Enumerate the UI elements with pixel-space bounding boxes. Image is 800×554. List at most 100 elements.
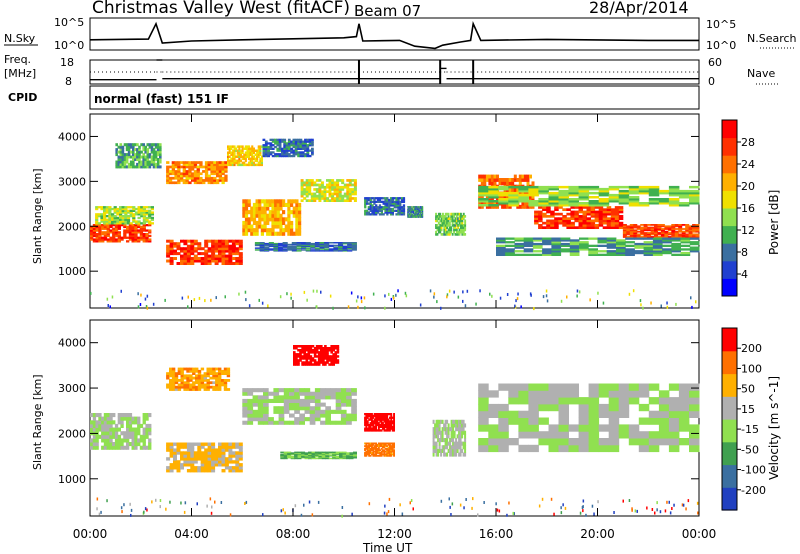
ground-scatter-cell bbox=[395, 293, 397, 297]
data-cell bbox=[449, 438, 452, 443]
data-cell bbox=[252, 395, 259, 400]
data-cell bbox=[391, 422, 394, 425]
data-cell bbox=[294, 457, 299, 460]
data-cell bbox=[393, 454, 395, 457]
data-cell bbox=[588, 202, 600, 205]
data-cell bbox=[202, 170, 206, 173]
data-cell bbox=[387, 413, 390, 416]
data-cell bbox=[514, 239, 525, 242]
data-cell bbox=[145, 229, 149, 232]
data-cell bbox=[330, 355, 333, 358]
data-cell bbox=[119, 143, 123, 147]
data-cell bbox=[134, 416, 138, 421]
data-cell bbox=[364, 445, 366, 448]
data-cell bbox=[214, 457, 219, 461]
data-cell bbox=[238, 469, 243, 473]
data-cell bbox=[529, 204, 532, 209]
data-cell bbox=[168, 179, 173, 182]
ground-scatter-cell bbox=[433, 292, 436, 296]
data-cell bbox=[618, 206, 624, 209]
data-cell bbox=[435, 217, 437, 220]
data-cell bbox=[92, 229, 97, 232]
data-cell bbox=[148, 213, 152, 216]
data-cell bbox=[257, 395, 264, 400]
data-cell bbox=[608, 200, 620, 203]
data-cell bbox=[109, 413, 113, 418]
data-cell bbox=[211, 249, 216, 253]
data-cell bbox=[322, 357, 325, 360]
data-cell bbox=[658, 189, 670, 193]
data-cell bbox=[190, 469, 195, 473]
data-cell bbox=[387, 420, 390, 423]
data-cell bbox=[243, 153, 246, 156]
data-cell bbox=[142, 220, 146, 223]
data-cell bbox=[389, 197, 393, 200]
data-cell bbox=[297, 361, 300, 364]
data-cell bbox=[376, 452, 379, 454]
data-cell bbox=[315, 363, 319, 366]
data-cell bbox=[231, 451, 236, 455]
data-cell bbox=[508, 410, 519, 418]
data-cell bbox=[182, 181, 186, 185]
data-cell bbox=[379, 454, 382, 457]
data-cell bbox=[447, 228, 450, 232]
data-cell bbox=[462, 419, 465, 424]
data-cell bbox=[443, 448, 446, 453]
data-cell bbox=[380, 425, 383, 428]
data-cell bbox=[101, 416, 105, 421]
data-cell bbox=[131, 224, 135, 227]
data-cell bbox=[657, 225, 662, 228]
data-cell bbox=[369, 442, 372, 445]
data-cell bbox=[180, 165, 184, 169]
ground-scatter-cell bbox=[639, 299, 642, 303]
data-cell bbox=[152, 165, 156, 169]
data-cell bbox=[137, 423, 141, 428]
ground-scatter-cell bbox=[350, 291, 353, 295]
data-cell bbox=[386, 416, 389, 419]
data-cell bbox=[375, 414, 377, 418]
data-cell bbox=[560, 250, 571, 253]
data-cell bbox=[132, 215, 136, 218]
data-cell bbox=[542, 250, 552, 253]
data-cell bbox=[586, 226, 591, 229]
data-cell bbox=[578, 215, 583, 218]
nsky-tick-right-bottom: 10^0 bbox=[706, 39, 736, 52]
data-cell bbox=[379, 442, 382, 445]
data-cell bbox=[257, 398, 264, 403]
data-cell bbox=[283, 153, 287, 156]
data-cell bbox=[105, 211, 109, 214]
data-cell bbox=[235, 161, 238, 165]
data-cell bbox=[146, 160, 150, 164]
data-cell bbox=[121, 209, 125, 212]
data-cell bbox=[197, 247, 202, 251]
data-cell bbox=[207, 239, 212, 243]
data-cell bbox=[384, 204, 387, 207]
data-cell bbox=[209, 385, 213, 389]
data-cell bbox=[331, 197, 335, 200]
data-cell bbox=[123, 438, 127, 443]
data-cell bbox=[218, 457, 222, 461]
data-cell bbox=[218, 179, 222, 182]
ground-scatter-cell bbox=[258, 298, 260, 302]
data-cell bbox=[387, 447, 390, 450]
data-cell bbox=[276, 140, 280, 143]
data-cell bbox=[236, 145, 239, 148]
data-cell bbox=[171, 181, 175, 185]
data-cell bbox=[387, 443, 390, 446]
cpid-text: normal (fast) 151 IF bbox=[94, 92, 229, 106]
data-cell bbox=[177, 383, 182, 387]
data-cell bbox=[156, 150, 160, 154]
data-cell bbox=[368, 450, 371, 453]
data-cell bbox=[196, 174, 200, 178]
data-cell bbox=[169, 242, 174, 246]
data-cell bbox=[496, 248, 506, 251]
data-cell bbox=[387, 449, 390, 452]
data-cell bbox=[145, 216, 149, 220]
data-cell bbox=[231, 460, 236, 464]
data-cell bbox=[105, 207, 109, 211]
data-cell bbox=[455, 452, 458, 457]
ground-scatter-cell bbox=[347, 305, 350, 309]
data-cell bbox=[159, 158, 162, 161]
data-cell bbox=[183, 383, 187, 387]
data-cell bbox=[521, 204, 525, 209]
